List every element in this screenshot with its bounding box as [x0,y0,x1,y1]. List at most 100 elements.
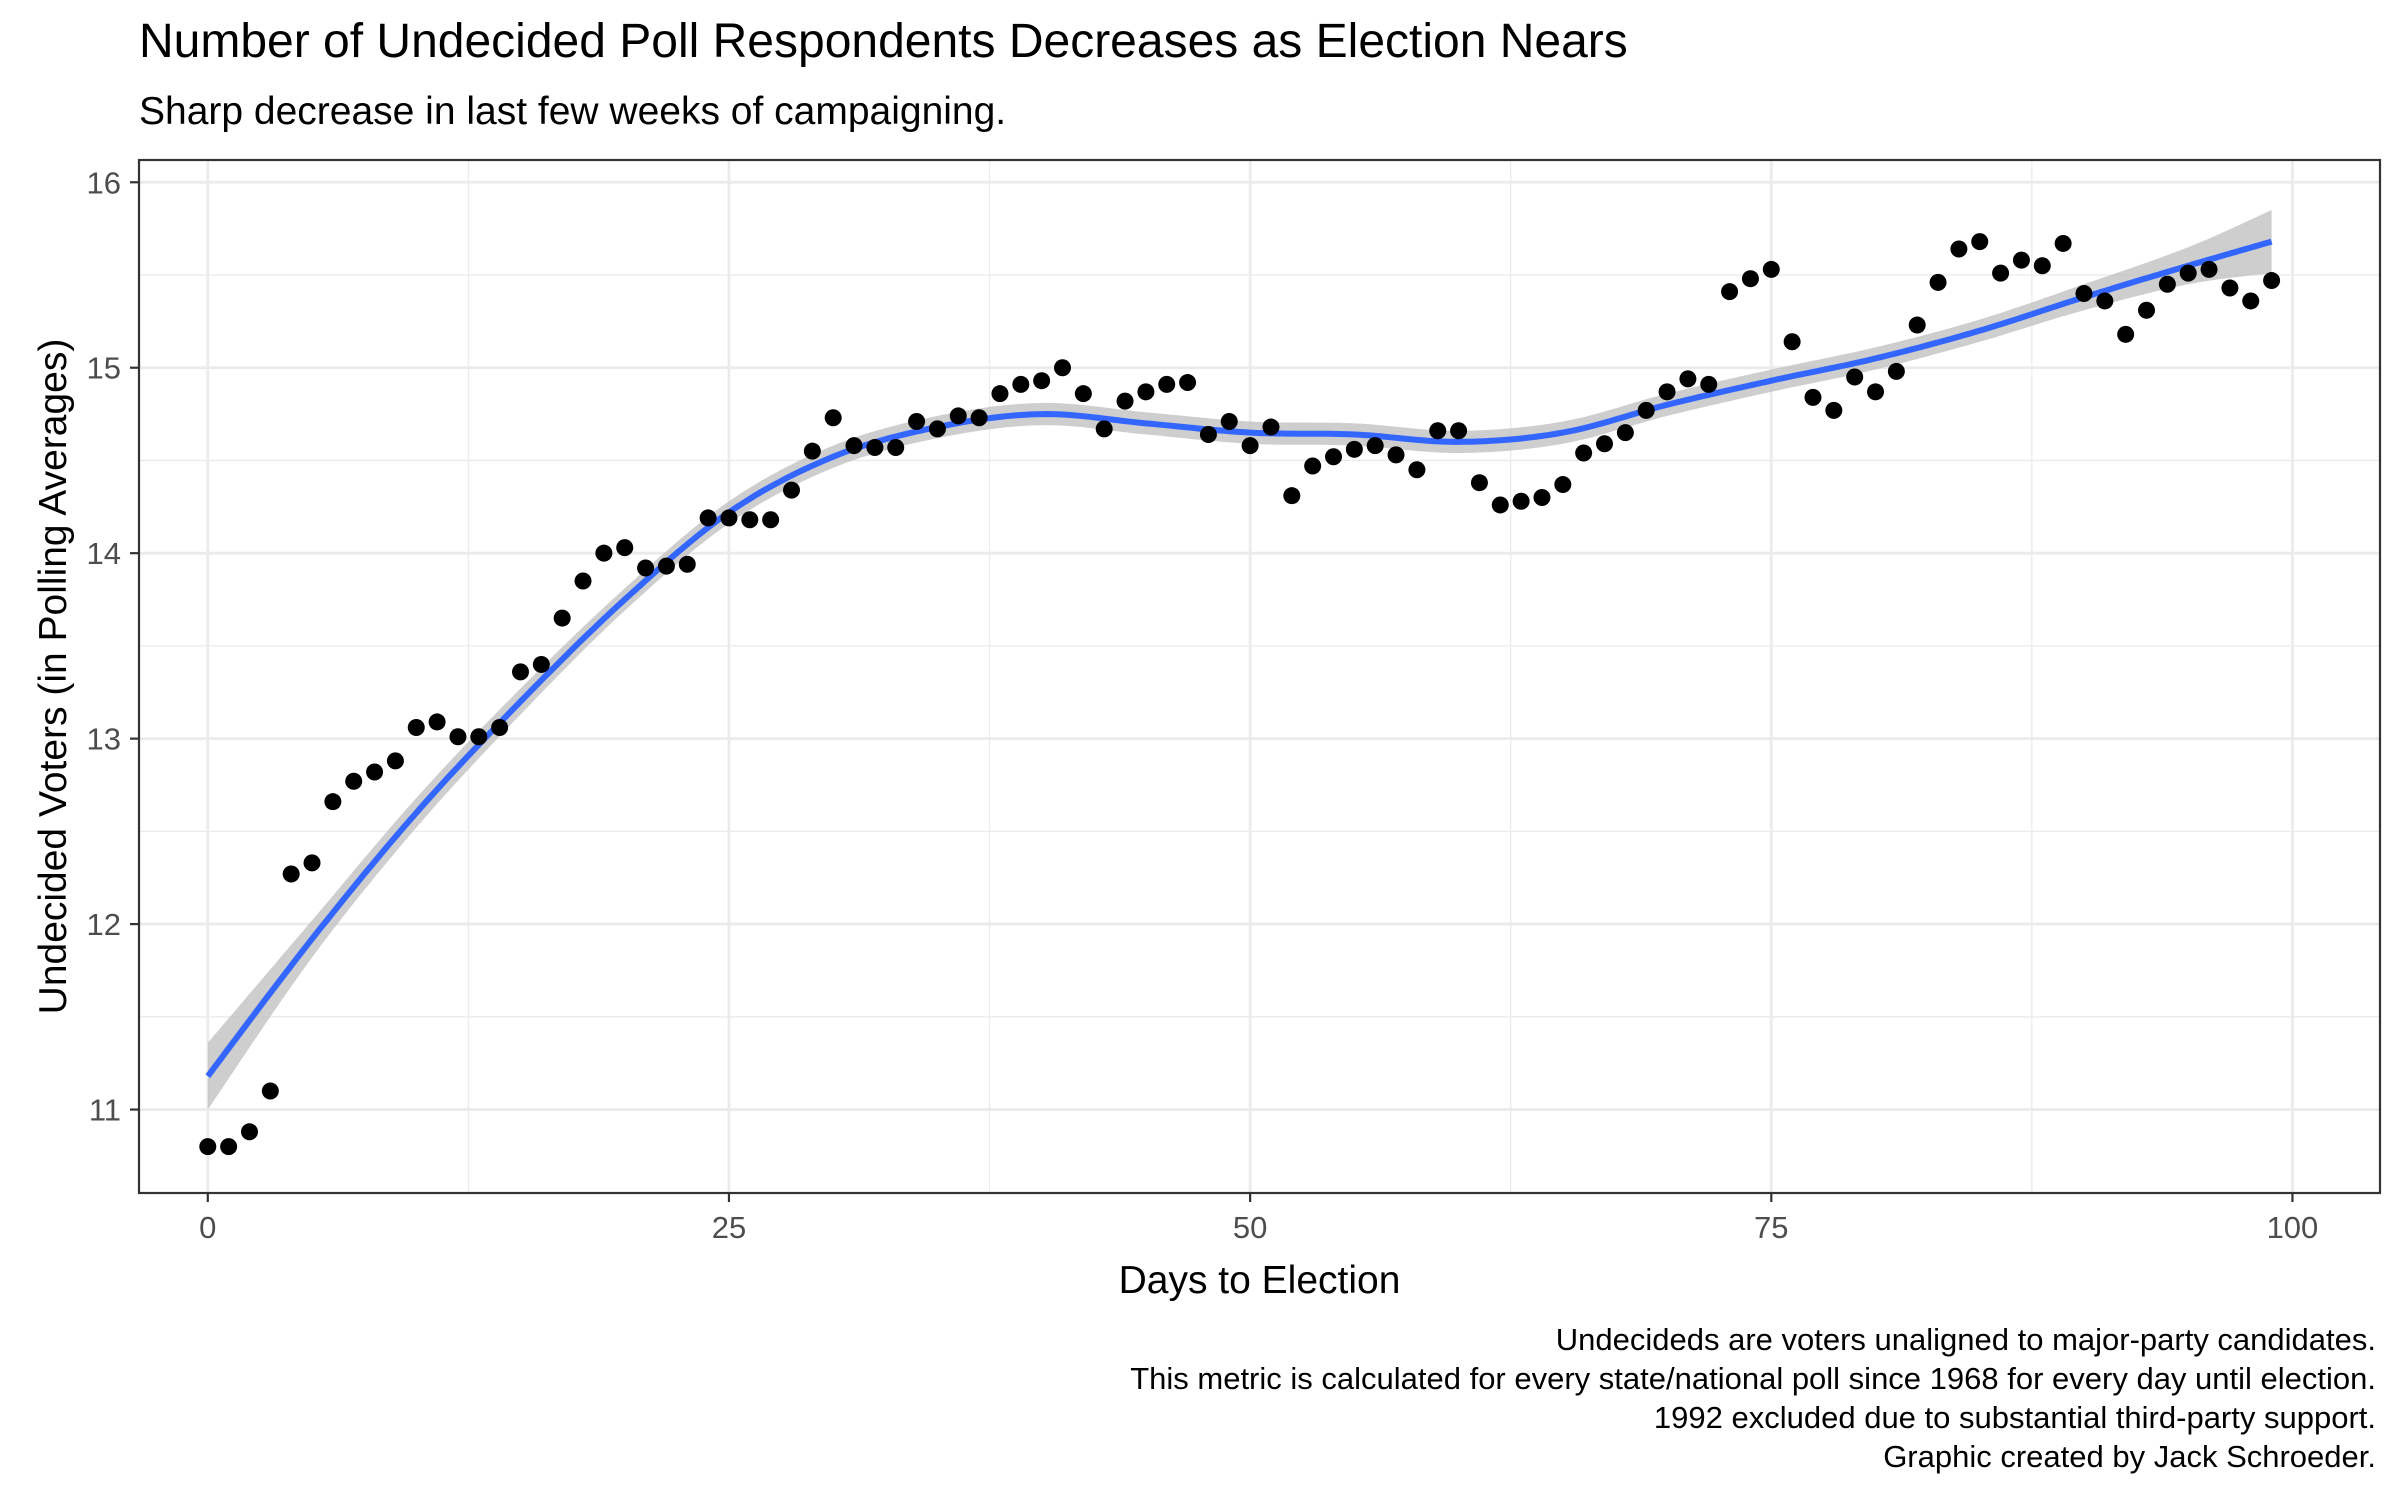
data-point [1116,392,1134,410]
data-point [1825,401,1843,419]
data-point [1429,422,1447,440]
data-point [199,1138,217,1156]
panel-border [137,158,2382,1195]
data-point [1137,383,1155,401]
data-point [366,763,384,781]
data-point [491,719,509,737]
data-point [428,713,446,731]
data-point [532,655,550,673]
data-point [407,719,425,737]
data-point [1533,489,1551,507]
data-point [386,752,404,770]
caption-line-1: Undecideds are voters unaligned to major… [1555,1322,2376,1357]
data-point [1179,374,1197,392]
data-point [1783,333,1801,351]
data-point [2012,251,2030,269]
x-tick-label: 75 [1754,1210,1788,1245]
data-point [303,854,321,872]
data-point [345,772,363,790]
data-point [1387,446,1405,464]
data-point [1304,457,1322,475]
data-point [324,793,342,811]
data-point [1658,383,1676,401]
data-point [1033,372,1051,390]
x-tick-label: 100 [2267,1210,2319,1245]
y-tick-label: 16 [87,165,121,200]
data-point [1992,264,2010,282]
data-point [1158,375,1176,393]
data-point [595,544,613,562]
data-point [824,409,842,427]
data-point [2117,325,2135,343]
data-point [1804,388,1822,406]
data-point [553,609,571,627]
data-point [2200,260,2218,278]
data-point [1366,437,1384,455]
data-point [1095,420,1113,438]
data-point [1220,412,1238,430]
data-point [1470,474,1488,492]
data-point [678,555,696,573]
data-point [1596,435,1614,453]
data-point [741,511,759,529]
data-point [2138,301,2156,319]
x-tick-label: 25 [712,1210,746,1245]
y-tick-label: 15 [87,351,121,386]
data-point [2054,234,2072,252]
data-point [970,409,988,427]
data-point [1012,375,1030,393]
confidence-band [207,210,2272,1110]
data-point [1512,492,1530,510]
data-point [261,1082,279,1100]
x-axis: 0 25 50 75 100 [199,1193,2318,1245]
y-tick-label: 11 [89,1093,121,1128]
data-point [1637,401,1655,419]
y-tick-label: 14 [87,536,121,571]
data-point [2221,279,2239,297]
data-point [803,442,821,460]
data-point [1241,437,1259,455]
data-point [1491,496,1509,514]
data-point [699,509,717,527]
major-gridlines [139,160,2380,1193]
data-point [908,412,926,430]
data-point [1199,425,1217,443]
data-point [1054,359,1072,377]
caption: Undecideds are voters unaligned to major… [1130,1320,2376,1476]
data-point [1679,370,1697,388]
data-point [1887,362,1905,380]
data-point [866,438,884,456]
caption-line-3: 1992 excluded due to substantial third-p… [1653,1400,2376,1435]
data-point [1450,422,1468,440]
data-point [1700,375,1718,393]
data-point [574,572,592,590]
data-point [637,559,655,577]
data-point [2263,272,2281,290]
y-tick-label: 12 [87,907,121,942]
data-point [449,728,467,746]
data-point [2179,264,2197,282]
data-point [1741,270,1759,288]
x-tick-label: 50 [1233,1210,1267,1245]
data-point [2158,275,2176,293]
data-point [1408,461,1426,479]
data-point [1908,316,1926,334]
data-point [1971,233,1989,251]
chart-title: Number of Undecided Poll Respondents Dec… [139,15,1628,68]
y-axis: 11 12 13 14 15 16 [87,165,139,1128]
x-tick-label: 0 [199,1210,216,1245]
data-point [1950,240,1968,258]
data-point [1554,476,1572,494]
confidence-band-area [207,210,2272,1110]
caption-line-4: Graphic created by Jack Schroeder. [1883,1439,2376,1474]
data-point [1283,487,1301,505]
data-point [887,438,905,456]
data-point [1345,440,1363,458]
data-point [240,1123,258,1141]
data-point [782,481,800,499]
x-axis-label: Days to Election [1119,1259,1401,1302]
data-point [1721,283,1739,301]
caption-line-2: This metric is calculated for every stat… [1130,1361,2376,1396]
data-point [1325,448,1343,466]
